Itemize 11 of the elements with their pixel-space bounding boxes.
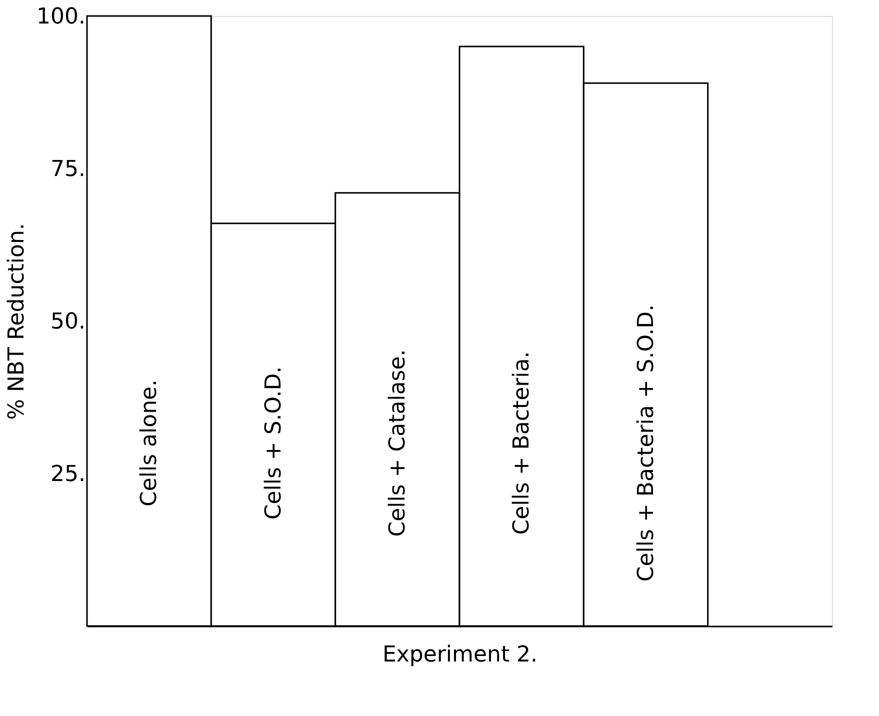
x-tick-label: Cells + Bacteria. [510, 351, 535, 535]
y-tick-label: 75. [50, 157, 86, 182]
x-tick-label: Cells alone. [137, 379, 162, 507]
y-axis-title: % NBT Reduction. [4, 223, 30, 420]
y-tick-label: 50. [50, 310, 86, 334]
x-tick-label: Cells + Bacteria + S.O.D. [634, 304, 659, 582]
y-tick-label: 100. [36, 4, 86, 30]
x-tick-label: Cells + S.O.D. [261, 366, 286, 520]
x-tick-label: Cells + Catalase. [385, 349, 410, 537]
y-tick-label: 25. [50, 462, 86, 487]
x-axis-title: Experiment 2. [382, 642, 538, 668]
